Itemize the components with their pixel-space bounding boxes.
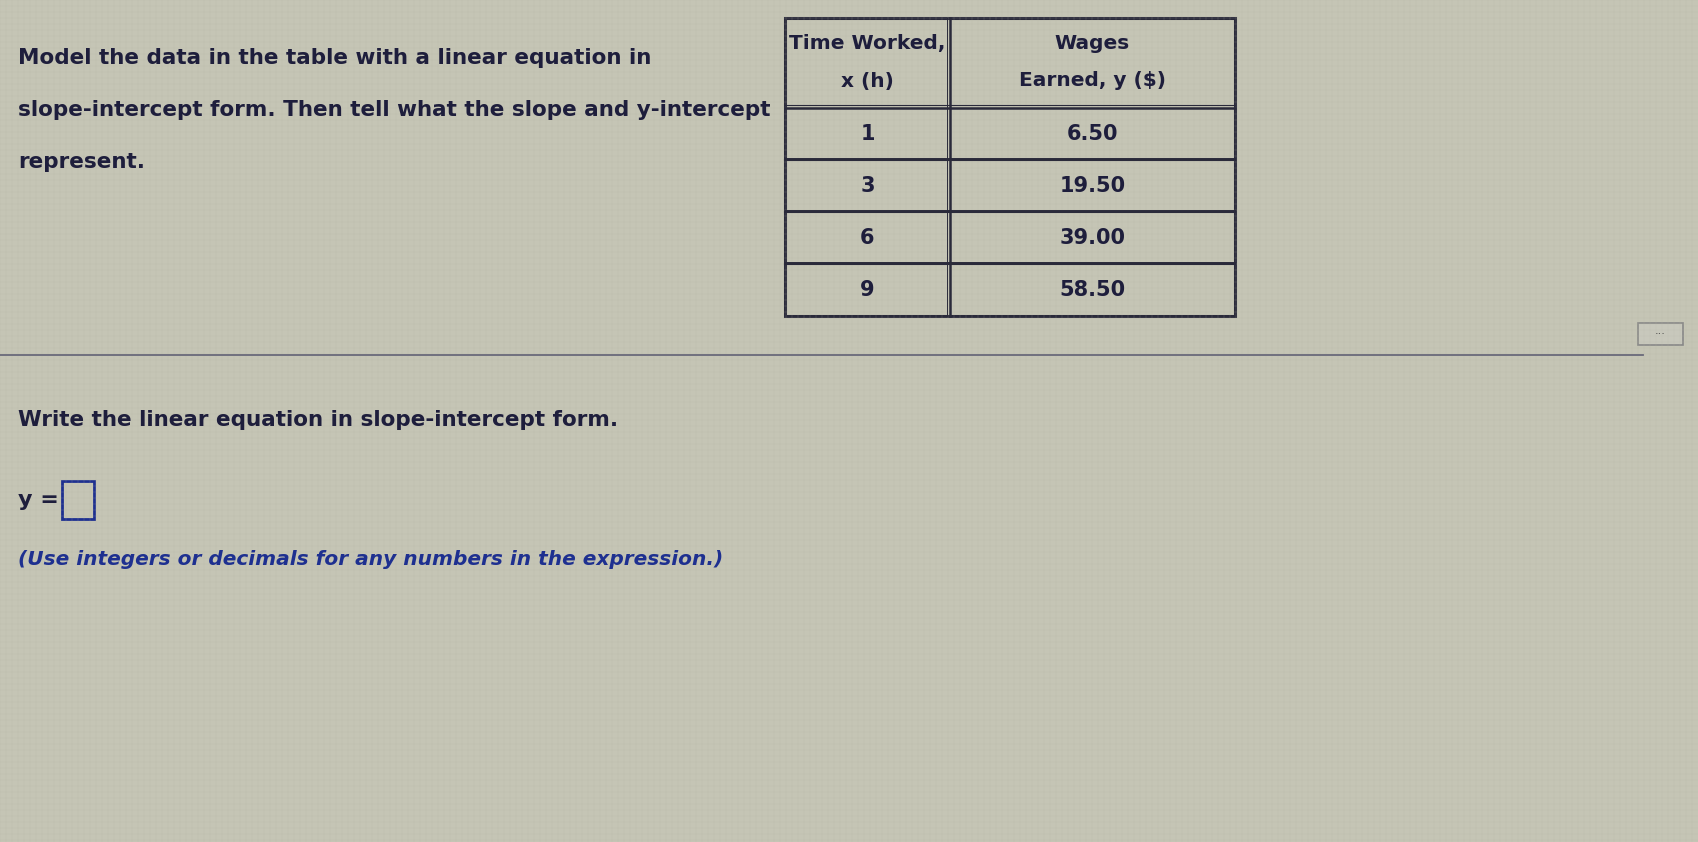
Text: 9: 9 [861, 280, 874, 300]
Text: 1: 1 [861, 124, 874, 144]
Text: represent.: represent. [19, 152, 144, 172]
Text: x (h): x (h) [841, 72, 893, 90]
Text: Wages: Wages [1054, 34, 1131, 53]
Text: Write the linear equation in slope-intercept form.: Write the linear equation in slope-inter… [19, 410, 618, 430]
Text: Earned, y ($): Earned, y ($) [1019, 72, 1167, 90]
Text: 3: 3 [861, 176, 874, 196]
Bar [1639, 323, 1683, 345]
Text: 6: 6 [861, 228, 874, 248]
Text: Model the data in the table with a linear equation in: Model the data in the table with a linea… [19, 48, 652, 68]
Text: Time Worked,: Time Worked, [790, 34, 946, 53]
Text: 19.50: 19.50 [1060, 176, 1126, 196]
Text: y =: y = [19, 490, 59, 510]
Text: 39.00: 39.00 [1060, 228, 1126, 248]
Text: 6.50: 6.50 [1066, 124, 1119, 144]
Bar [784, 18, 1234, 316]
Text: ···: ··· [1656, 329, 1666, 339]
Text: (Use integers or decimals for any numbers in the expression.): (Use integers or decimals for any number… [19, 550, 723, 569]
Bar [63, 481, 93, 519]
Text: slope-intercept form. Then tell what the slope and y-intercept: slope-intercept form. Then tell what the… [19, 100, 771, 120]
Text: 58.50: 58.50 [1060, 280, 1126, 300]
